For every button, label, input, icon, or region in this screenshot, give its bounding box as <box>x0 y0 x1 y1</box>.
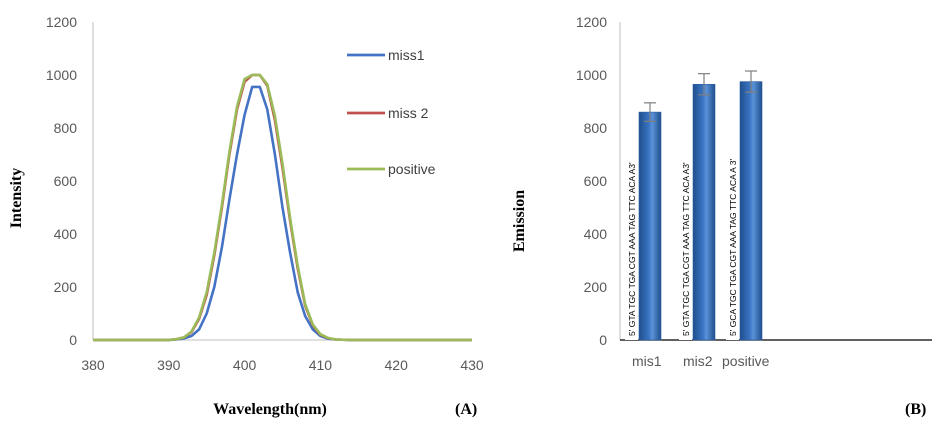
y-axis-label: Intensity <box>8 168 25 228</box>
legend-label: miss 2 <box>388 105 429 121</box>
y-tick-label: 800 <box>54 120 78 136</box>
x-tick-label: 420 <box>385 357 409 373</box>
y-tick-label: 400 <box>584 226 608 242</box>
y-tick-label: 600 <box>584 173 608 189</box>
y-axis-label: Emission <box>511 190 528 252</box>
y-tick-label: 0 <box>599 332 607 348</box>
x-axis-label: Wavelength(nm) <box>213 401 327 418</box>
legend: miss1 miss 2 positive <box>347 47 436 177</box>
y-tick-labels: 0 200 400 600 800 1000 1200 <box>576 14 607 348</box>
sequence-label: 5' GCA TGC TGA CGT AAA TAG TTC ACA A 3' <box>728 159 738 336</box>
bar <box>638 111 662 341</box>
series-line <box>93 85 472 342</box>
category-label: mis2 <box>683 353 713 369</box>
annotation-strip <box>726 81 739 340</box>
legend-label: miss1 <box>388 47 425 63</box>
x-tick-label: 410 <box>309 357 333 373</box>
bar-chart-panel: 0 200 400 600 800 1000 1200 5' GTA TGC TGA CGT… <box>511 14 932 418</box>
y-tick-label: 1000 <box>576 67 607 83</box>
panel-label-a: (A) <box>455 401 477 418</box>
line-chart-panel: 0 200 400 600 800 1000 1200 380 390 400 410 420 430… <box>8 14 484 418</box>
x-tick-label: 400 <box>233 357 257 373</box>
x-tick-label: 380 <box>81 357 105 373</box>
category-label: mis1 <box>632 353 662 369</box>
series-line <box>93 73 472 342</box>
category-label: positive <box>722 353 770 369</box>
y-tick-label: 0 <box>69 332 77 348</box>
y-tick-label: 1200 <box>576 14 607 30</box>
x-tick-labels: 380 390 400 410 420 430 <box>81 357 484 373</box>
bar <box>739 81 763 341</box>
bars: 5' GTA TGC TGA CGT AAA TAG TTC ACA A3' 5'… <box>625 70 763 341</box>
x-tick-label: 430 <box>460 357 484 373</box>
y-tick-label: 1000 <box>46 67 77 83</box>
y-tick-label: 1200 <box>46 14 77 30</box>
category-labels: mis1 mis2 positive <box>632 353 770 369</box>
y-tick-labels: 0 200 400 600 800 1000 1200 <box>46 14 77 348</box>
panel-label-b: (B) <box>905 401 926 418</box>
series-lines <box>93 73 472 342</box>
legend-label: positive <box>388 161 436 177</box>
x-tick-label: 390 <box>157 357 181 373</box>
annotation-strip <box>625 112 638 340</box>
y-tick-label: 400 <box>54 226 78 242</box>
y-tick-label: 200 <box>584 279 608 295</box>
annotation-strip <box>679 84 692 341</box>
sequence-label: 5' GTA TGC TGA CGT AAA TAG TTC ACA A3' <box>681 162 691 336</box>
y-tick-label: 600 <box>54 173 78 189</box>
y-tick-label: 800 <box>584 120 608 136</box>
bar <box>692 83 716 341</box>
y-tick-label: 200 <box>54 279 78 295</box>
sequence-label: 5' GTA TGC TGA CGT AAA TAG TTC ACA A3' <box>627 162 637 336</box>
